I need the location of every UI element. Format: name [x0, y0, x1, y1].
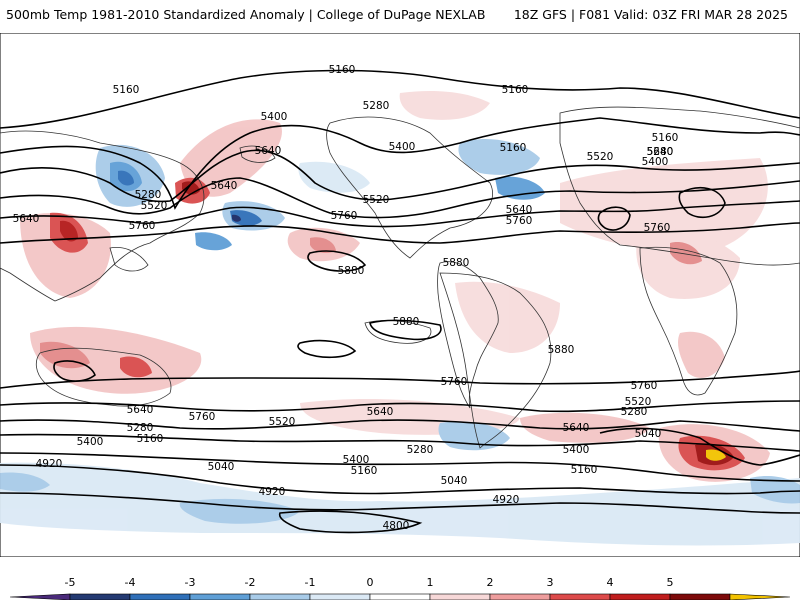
- colorbar-tick-label: 2: [487, 576, 494, 589]
- contour-label: 5160: [137, 433, 164, 445]
- contour-label: 5280: [407, 444, 434, 456]
- colorbar-swatch: [609, 593, 671, 600]
- contour-label: 5040: [441, 475, 468, 487]
- contour-label: 5160: [571, 464, 598, 476]
- contour-label: 5400: [343, 454, 370, 466]
- contour-label: 4920: [493, 494, 520, 506]
- contour-label: 5640: [563, 422, 590, 434]
- contour-label: 5400: [563, 444, 590, 456]
- contour-label: 5640: [211, 180, 238, 192]
- contour-label: 5760: [331, 210, 358, 222]
- colorbar-swatch: [9, 593, 71, 600]
- colorbar-swatch: [369, 593, 431, 600]
- contour-label: 5640: [13, 213, 40, 225]
- contour-label: 5760: [129, 220, 156, 232]
- contour-label: 5280: [621, 406, 648, 418]
- contour-label: 5760: [189, 411, 216, 423]
- coastlines: [0, 106, 800, 449]
- contour-label: 5760: [644, 222, 671, 234]
- colorbar-tick-label: 3: [547, 576, 554, 589]
- colorbar-swatch: [669, 593, 731, 600]
- contour-label: 5760: [506, 215, 533, 227]
- contour-label: 5640: [647, 146, 674, 158]
- contour-label: 5160: [500, 142, 527, 154]
- contour-label: 5280: [135, 189, 162, 201]
- colorbar-tick-label: 0: [367, 576, 374, 589]
- contour-label: 5160: [113, 84, 140, 96]
- contour-label: 5280: [363, 100, 390, 112]
- colorbar-swatch: [69, 593, 131, 600]
- contour-label: 5640: [255, 145, 282, 157]
- contour-label: 5760: [441, 376, 468, 388]
- contour-label: 5880: [393, 316, 420, 328]
- contour-label: 4800: [383, 520, 410, 532]
- colorbar-tick-label: 5: [667, 576, 674, 589]
- anomaly-map: 5160 5160 5160 5160 5160 5280 5280 5280 …: [0, 33, 800, 557]
- colorbar-swatch: [249, 593, 311, 600]
- colorbar-swatch: [729, 593, 791, 600]
- contour-label: 5880: [443, 257, 470, 269]
- colorbar-tick-label: -1: [305, 576, 316, 589]
- colorbar-swatch: [549, 593, 611, 600]
- contour-label: 5520: [363, 194, 390, 206]
- contour-label: 5160: [329, 64, 356, 76]
- colorbar-swatch: [429, 593, 491, 600]
- contour-label: 5520: [269, 416, 296, 428]
- colorbar: -5 -4 -3 -2 -1 0 1 2 3 4 5: [9, 576, 791, 600]
- contour-label: 5880: [548, 344, 575, 356]
- contour-label: 5760: [631, 380, 658, 392]
- contour-label: 5520: [141, 200, 168, 212]
- contour-label: 5640: [127, 404, 154, 416]
- contour-label: 5400: [261, 111, 288, 123]
- contour-label: 5280: [647, 146, 674, 158]
- contour-label: 5640: [506, 204, 533, 216]
- contour-label: 5400: [389, 141, 416, 153]
- colorbar-swatch: [129, 593, 191, 600]
- run-info: 18Z GFS | F081 Valid: 03Z FRI MAR 28 202…: [513, 7, 788, 22]
- contour-label: 4920: [36, 458, 63, 470]
- contour-label: 5160: [502, 84, 529, 96]
- colorbar-swatch: [189, 593, 251, 600]
- contour-label: 5040: [208, 461, 235, 473]
- contour-label: 5160: [351, 465, 378, 477]
- colorbar-tick-label: 1: [427, 576, 434, 589]
- height-contours: [0, 69, 800, 534]
- contour-label: 5160: [652, 132, 679, 144]
- contour-label: 5040: [635, 428, 662, 440]
- colorbar-swatch: [309, 593, 371, 600]
- anomaly-shading: [0, 91, 800, 546]
- contour-label: 5880: [338, 265, 365, 277]
- map-title: 500mb Temp 1981-2010 Standardized Anomal…: [6, 7, 486, 22]
- header: 500mb Temp 1981-2010 Standardized Anomal…: [0, 0, 800, 30]
- contour-label: 5280: [127, 422, 154, 434]
- contour-label: 5520: [625, 396, 652, 408]
- contour-label: 5640: [367, 406, 394, 418]
- colorbar-tick-label: -3: [185, 576, 196, 589]
- colorbar-tick-label: -5: [65, 576, 76, 589]
- contour-label: 5400: [77, 436, 104, 448]
- contour-label-group: 5160 5160 5160 5160 5160 5280 5280 5280 …: [13, 64, 679, 532]
- contour-label: 5400: [642, 156, 669, 168]
- contour-label: 4920: [259, 486, 286, 498]
- colorbar-tick-label: 4: [607, 576, 614, 589]
- colorbar-tick-label: -2: [245, 576, 256, 589]
- colorbar-tick-label: -4: [125, 576, 136, 589]
- colorbar-swatch: [489, 593, 551, 600]
- contour-label: 5520: [587, 151, 614, 163]
